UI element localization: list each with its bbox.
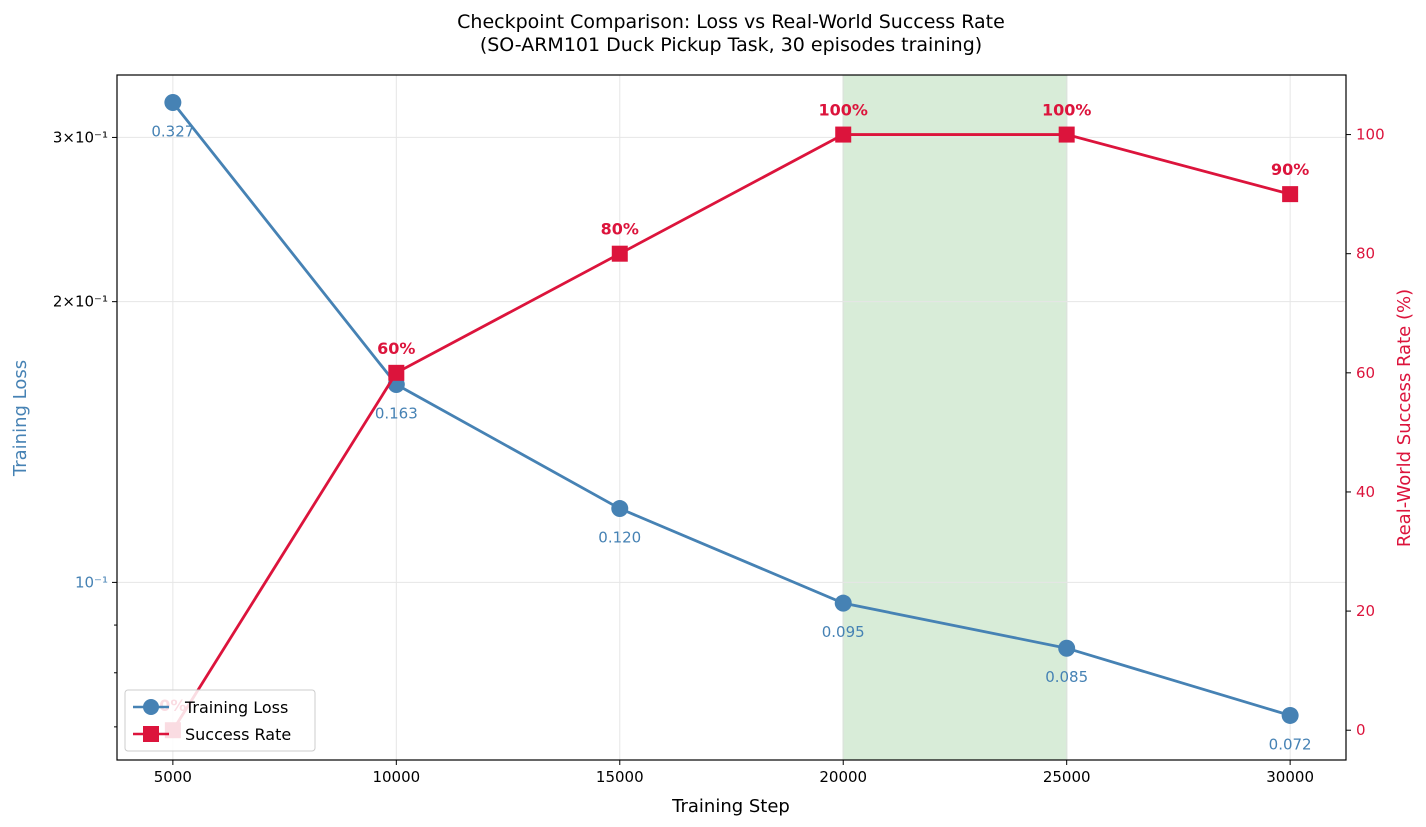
success-data-label: 80% [601, 220, 639, 239]
success-data-label: 100% [1042, 101, 1091, 120]
y-axis-right: 0 20 40 60 80 100 [1346, 126, 1385, 739]
y-right-tick-label: 80 [1356, 245, 1375, 263]
loss-point [834, 594, 852, 612]
x-tick-label: 15000 [596, 768, 644, 786]
legend-box [124, 689, 316, 752]
x-tick-label: 25000 [1043, 768, 1091, 786]
success-point [835, 126, 852, 143]
y-left-tick-label: 3×10⁻¹ [53, 128, 108, 146]
loss-data-label: 0.120 [598, 529, 641, 547]
y-right-tick-label: 100 [1356, 126, 1385, 144]
success-data-label: 90% [1271, 160, 1309, 179]
y-left-tick-label: 10⁻¹ [75, 573, 108, 591]
x-tick-label: 30000 [1266, 768, 1314, 786]
loss-data-label: 0.095 [822, 623, 865, 641]
success-point [388, 364, 405, 381]
chart-subtitle: (SO-ARM101 Duck Pickup Task, 30 episodes… [480, 34, 982, 56]
plot-frame [116, 74, 1347, 761]
loss-line [171, 101, 1291, 717]
success-point [611, 245, 628, 262]
y-right-tick-label: 60 [1356, 364, 1375, 382]
legend-marker-loss [143, 699, 159, 715]
legend-marker-success [143, 726, 159, 742]
legend: Training Loss Success Rate [124, 689, 316, 752]
success-point [1282, 186, 1299, 203]
loss-point [1058, 639, 1076, 657]
loss-data-label: 0.163 [375, 405, 418, 423]
x-tick-label: 10000 [372, 768, 420, 786]
highlight-band [842, 75, 1068, 760]
legend-label-success: Success Rate [185, 725, 291, 744]
loss-data-label: 0.327 [151, 123, 194, 141]
loss-point [1281, 706, 1299, 724]
y-axis-right-label: Real-World Success Rate (%) [1394, 289, 1415, 547]
chart-title: Checkpoint Comparison: Loss vs Real-Worl… [457, 11, 1005, 33]
series-training-loss: 0.327 0.163 0.120 0.095 0.085 0.072 [151, 94, 1312, 753]
y-right-tick-label: 40 [1356, 483, 1375, 501]
success-line [171, 133, 1291, 731]
success-data-label: 100% [819, 101, 868, 120]
loss-data-label: 0.085 [1045, 668, 1088, 686]
success-point [1058, 126, 1075, 143]
series-success-rate: 0%60%80%100%100%90% [159, 101, 1309, 739]
y-right-tick-label: 20 [1356, 602, 1375, 620]
x-tick-label: 20000 [819, 768, 867, 786]
y-axis-left: 10⁻¹ 2×10⁻¹ 3×10⁻¹ [53, 128, 117, 728]
highlight-band-rect [843, 75, 1067, 760]
x-axis: 5000 10000 15000 20000 25000 30000 [154, 760, 1314, 786]
loss-point [611, 500, 629, 518]
y-left-tick-label: 2×10⁻¹ [53, 293, 108, 311]
y-right-tick-label: 0 [1356, 721, 1366, 739]
x-axis-label: Training Step [671, 796, 790, 817]
loss-data-label: 0.072 [1269, 735, 1312, 753]
loss-point [164, 94, 182, 112]
success-data-label: 60% [377, 339, 415, 358]
y-axis-left-label: Training Loss [10, 360, 31, 477]
legend-label-loss: Training Loss [184, 698, 288, 717]
gridlines [117, 75, 1346, 760]
x-tick-label: 5000 [154, 768, 192, 786]
